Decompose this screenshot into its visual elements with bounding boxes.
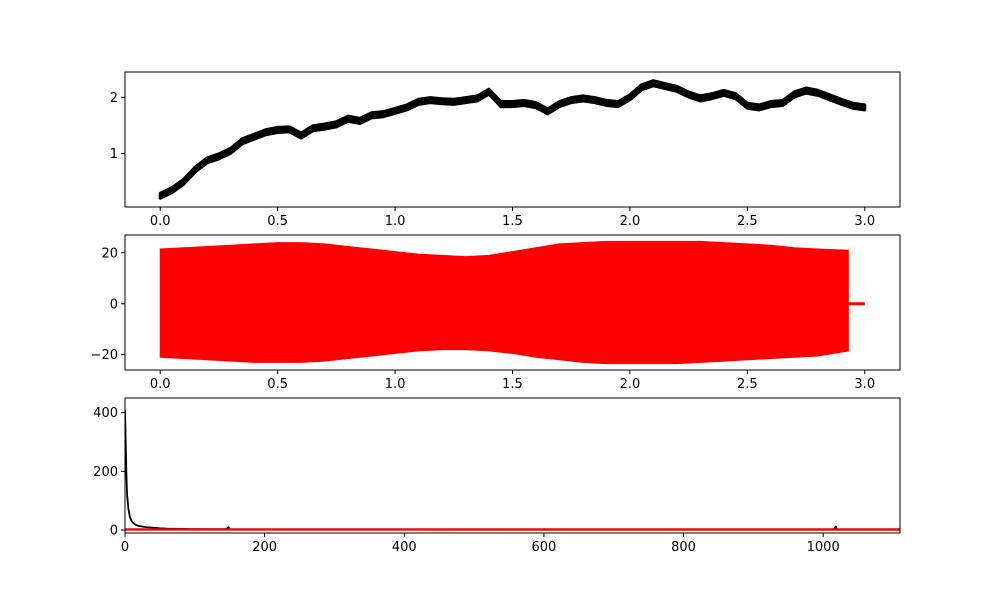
y-tick-label: 400 (93, 406, 118, 421)
x-tick-label: 1.0 (385, 377, 406, 392)
plot-area (125, 409, 900, 531)
y-tick-label: 200 (93, 465, 118, 480)
plot-area (158, 79, 867, 200)
x-tick-label: 600 (532, 540, 557, 555)
x-tick-label: 0.5 (267, 377, 288, 392)
x-tick-label: 3.0 (854, 214, 875, 229)
subplot-2: 0.0 0.5 1.0 1.5 2.0 2.5 3.0 −20 0 20 (91, 234, 901, 392)
x-tick-label: 1.5 (502, 214, 523, 229)
subplot-3: 0 200 400 600 800 1000 0 200 400 (93, 397, 901, 555)
series-band (158, 79, 867, 200)
y-tick-label: 2 (110, 91, 118, 106)
y-tick-label: 20 (101, 246, 118, 261)
x-tick-label: 0.0 (150, 377, 171, 392)
y-tick-label: 0 (110, 297, 118, 312)
x-tick-label: 0.5 (267, 214, 288, 229)
x-tick-label: 1000 (807, 540, 840, 555)
x-tick-label: 1.5 (502, 377, 523, 392)
subplots: 0.0 0.5 1.0 1.5 2.0 2.5 3.0 1 2 0.0 0.5 1.0 1.5 2.0 2.… (91, 71, 901, 555)
x-tick-label: 2.0 (620, 214, 641, 229)
y-tick-label: −20 (91, 348, 118, 363)
x-tick-label: 1.0 (385, 214, 406, 229)
x-tick-label: 2.5 (737, 214, 758, 229)
subplot-1: 0.0 0.5 1.0 1.5 2.0 2.5 3.0 1 2 (110, 71, 901, 229)
x-tick-label: 400 (392, 540, 417, 555)
x-tick-label: 3.0 (854, 377, 875, 392)
axes-frame (124, 397, 901, 534)
x-tick-label: 0 (121, 540, 129, 555)
x-tick-label: 200 (252, 540, 277, 555)
x-tick-label: 2.5 (737, 377, 758, 392)
y-tick-label: 0 (110, 524, 118, 539)
y-tick-label: 1 (110, 147, 118, 162)
x-tick-label: 0.0 (150, 214, 171, 229)
x-tick-label: 2.0 (620, 377, 641, 392)
series-envelope (159, 240, 849, 365)
plot-area (159, 240, 865, 365)
x-tick-label: 800 (671, 540, 696, 555)
